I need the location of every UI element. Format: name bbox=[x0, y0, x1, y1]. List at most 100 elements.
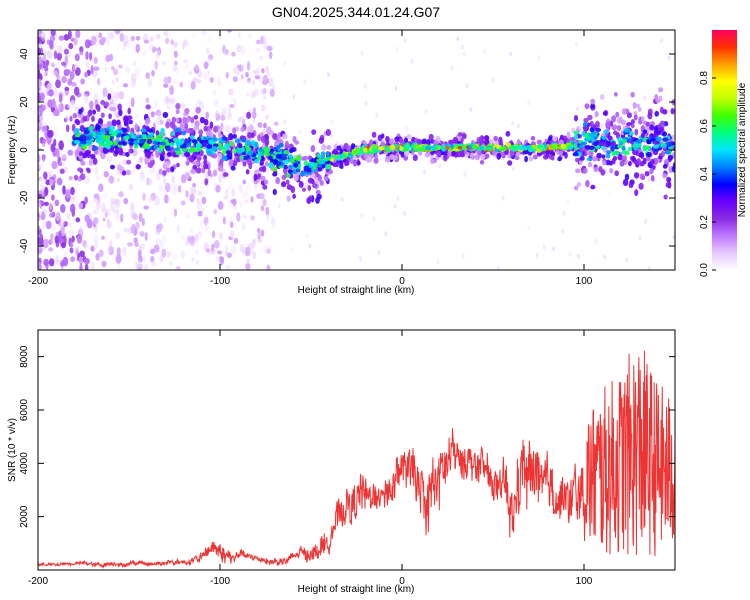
spectrogram-point bbox=[383, 146, 390, 152]
snr-x-tick-label: -100 bbox=[210, 576, 230, 587]
spectrogram-point bbox=[250, 196, 254, 203]
spectrogram-point bbox=[45, 220, 52, 230]
spectrogram-point bbox=[94, 71, 99, 77]
spectrogram-point bbox=[647, 177, 651, 183]
spectrogram-point bbox=[626, 112, 632, 119]
spectrogram-point bbox=[580, 141, 588, 146]
spectrogram-point bbox=[79, 263, 83, 270]
spectrogram-point bbox=[100, 99, 106, 106]
spectrogram-point bbox=[83, 93, 89, 104]
colorbar-strip bbox=[712, 30, 737, 270]
spectrogram-point bbox=[649, 167, 654, 175]
spectrogram-point bbox=[263, 95, 266, 101]
spectrogram-point bbox=[53, 110, 59, 117]
spectrogram-point bbox=[64, 220, 68, 227]
spectrogram-point bbox=[40, 265, 45, 270]
spectrogram-point bbox=[46, 129, 53, 138]
spectrogram-point bbox=[74, 246, 80, 251]
spectrogram-point bbox=[307, 177, 314, 184]
spectrogram-point bbox=[85, 135, 93, 141]
spectrogram-point bbox=[438, 163, 441, 169]
spectrogram-point bbox=[293, 173, 299, 182]
spectrogram-point bbox=[578, 144, 584, 149]
spectrogram-point bbox=[114, 30, 121, 35]
spectrogram-point bbox=[644, 170, 650, 177]
spectrogram-point bbox=[573, 130, 579, 135]
spectrogram-point bbox=[509, 51, 513, 57]
spectrogram-point bbox=[70, 85, 74, 92]
spectrogram-point bbox=[238, 185, 244, 193]
spectrogram-point bbox=[326, 144, 332, 151]
spectrogram-point bbox=[603, 129, 609, 135]
spectrogram-point bbox=[624, 173, 630, 181]
spectrogram-point bbox=[450, 144, 455, 150]
spectrogram-point bbox=[130, 35, 135, 42]
spectrogram-point bbox=[584, 103, 590, 110]
spectrogram-point bbox=[38, 43, 43, 48]
spectrogram-point bbox=[257, 152, 262, 158]
spectrogram-point bbox=[98, 117, 104, 125]
spectrogram-point bbox=[118, 109, 123, 117]
spectrogram-point bbox=[213, 209, 217, 215]
spectrogram-point bbox=[234, 138, 241, 144]
spectrogram-point bbox=[193, 115, 199, 120]
spectrogram-point bbox=[223, 49, 229, 57]
spectrogram-point bbox=[292, 94, 296, 100]
spectrogram-point bbox=[154, 98, 158, 109]
spectrogram-point bbox=[59, 168, 65, 174]
spectrogram-point bbox=[587, 114, 593, 121]
spectrogram-point bbox=[237, 32, 241, 38]
spectrogram-point bbox=[462, 145, 468, 149]
spectrogram-point bbox=[593, 166, 599, 173]
spectrogram-point bbox=[77, 167, 83, 172]
spectrogram-point bbox=[119, 32, 125, 42]
spectrogram-point bbox=[436, 259, 440, 265]
spectrogram-point bbox=[50, 233, 54, 240]
spectrogram-point bbox=[326, 165, 331, 170]
spectrogram-point bbox=[626, 122, 633, 126]
spectrogram-point bbox=[195, 167, 202, 174]
spectrogram-point bbox=[38, 78, 42, 89]
spectrogram-point bbox=[149, 36, 154, 42]
spectrogram-point bbox=[198, 230, 202, 239]
spectrogram-point bbox=[185, 160, 190, 166]
spectrogram-point bbox=[608, 190, 612, 196]
spectrogram-point bbox=[566, 131, 571, 139]
spectrogram-point bbox=[264, 114, 270, 120]
spectrogram-point bbox=[325, 128, 332, 137]
spectrogram-point bbox=[215, 255, 221, 262]
spectrogram-point bbox=[105, 54, 111, 62]
spectrogram-point bbox=[76, 234, 83, 244]
spectrogram-point bbox=[70, 37, 75, 42]
spectrogram-point bbox=[78, 108, 83, 115]
spectrogram-point bbox=[138, 255, 143, 263]
spectrogram-point bbox=[60, 154, 67, 159]
spectrogram-point bbox=[161, 60, 167, 66]
spectrogram-point bbox=[474, 153, 481, 161]
colorbar-tick-label: 0.4 bbox=[699, 167, 710, 181]
spectrogram-point bbox=[118, 191, 124, 198]
spectrogram-point bbox=[654, 110, 659, 117]
spectrogram-point bbox=[292, 135, 297, 143]
spectrogram-point bbox=[371, 148, 377, 153]
spectrogram-point bbox=[96, 135, 103, 141]
spectrogram-point bbox=[246, 111, 252, 119]
spectrogram-point bbox=[600, 145, 606, 151]
spectrogram-point bbox=[240, 126, 245, 133]
spectrogram-point bbox=[38, 209, 43, 216]
spectrogram-point bbox=[147, 178, 153, 186]
spectrogram-point bbox=[206, 46, 210, 55]
spectrogram-point bbox=[84, 176, 91, 184]
spectrogram-point bbox=[598, 166, 603, 173]
spectrogram-point bbox=[162, 234, 166, 243]
spectrogram-point bbox=[667, 141, 672, 148]
spectrogram-point bbox=[271, 216, 275, 222]
spectrogram-point bbox=[344, 160, 350, 166]
spectrogram-point bbox=[496, 265, 500, 270]
spectrogram-point bbox=[173, 208, 178, 217]
spectrogram-point bbox=[247, 122, 252, 128]
spectrogram-point bbox=[619, 160, 625, 167]
spectrogram-point bbox=[577, 134, 582, 139]
spectrogram-point bbox=[371, 131, 377, 138]
spectrogram-point bbox=[246, 60, 251, 71]
